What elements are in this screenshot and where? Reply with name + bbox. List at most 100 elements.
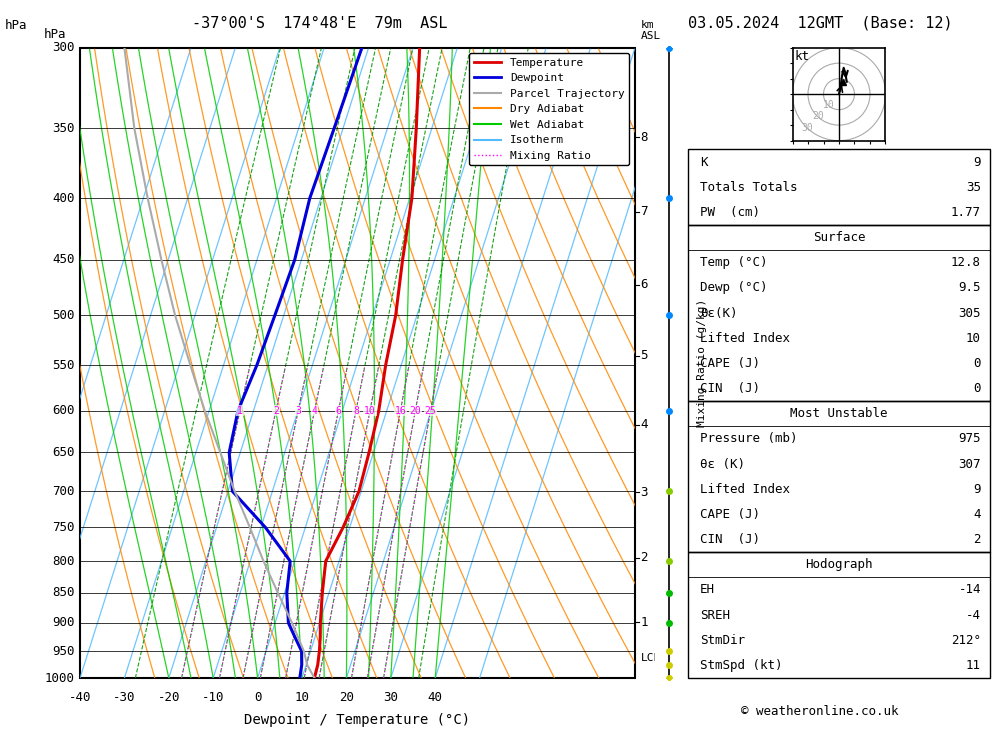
Text: StmSpd (kt): StmSpd (kt) [700,659,783,672]
Bar [688,150,990,225]
Text: K: K [700,155,708,169]
Text: 305: 305 [958,306,981,320]
Text: EH: EH [700,583,715,597]
Text: Pressure (mb): Pressure (mb) [700,432,798,446]
Text: SREH: SREH [700,608,730,622]
Text: CIN  (J): CIN (J) [700,382,760,395]
Text: 8: 8 [641,130,648,144]
Text: -30: -30 [113,690,136,704]
Text: 450: 450 [52,254,74,266]
Text: LCL: LCL [641,653,661,663]
Text: 1.77: 1.77 [951,206,981,219]
Text: -10: -10 [202,690,224,704]
Text: 1: 1 [237,405,243,416]
Text: -4: -4 [966,608,981,622]
Text: 20: 20 [410,405,421,416]
Text: 600: 600 [52,404,74,417]
Text: PW  (cm): PW (cm) [700,206,760,219]
Bar [688,401,990,552]
Text: 0: 0 [254,690,261,704]
Text: 2: 2 [273,405,279,416]
Text: 5: 5 [641,349,648,362]
Text: kt: kt [794,51,809,64]
Text: 11: 11 [966,659,981,672]
Text: Lifted Index: Lifted Index [700,332,790,345]
Text: 8: 8 [353,405,359,416]
Text: 9: 9 [973,155,981,169]
Text: CIN  (J): CIN (J) [700,533,760,546]
Text: -20: -20 [158,690,180,704]
Bar [688,552,990,678]
Text: 0: 0 [973,357,981,370]
Text: 300: 300 [52,41,74,54]
Text: 6: 6 [641,279,648,291]
Text: 40: 40 [428,690,443,704]
Text: 500: 500 [52,309,74,322]
Text: 700: 700 [52,485,74,498]
Text: 3: 3 [295,405,301,416]
Text: 350: 350 [52,122,74,135]
Text: -37°00'S  174°48'E  79m  ASL: -37°00'S 174°48'E 79m ASL [192,16,448,31]
Text: Hodograph: Hodograph [805,559,873,571]
Text: hPa: hPa [5,19,28,32]
Text: 20: 20 [339,690,354,704]
Text: 30: 30 [802,122,813,133]
Text: 20: 20 [812,111,824,122]
Text: Dewp (°C): Dewp (°C) [700,281,768,295]
Text: 1000: 1000 [44,671,74,685]
Text: 1: 1 [641,616,648,629]
Text: 550: 550 [52,358,74,372]
Text: 850: 850 [52,586,74,600]
Text: 16: 16 [395,405,406,416]
Text: 0: 0 [973,382,981,395]
Text: -14: -14 [958,583,981,597]
Legend: Temperature, Dewpoint, Parcel Trajectory, Dry Adiabat, Wet Adiabat, Isotherm, Mi: Temperature, Dewpoint, Parcel Trajectory… [469,54,629,166]
Text: 10: 10 [823,100,834,110]
Text: 4: 4 [312,405,318,416]
Text: 212°: 212° [951,634,981,647]
Text: 30: 30 [383,690,398,704]
Text: 9.5: 9.5 [958,281,981,295]
Text: Surface: Surface [813,231,865,244]
Bar [80,48,635,678]
Text: -40: -40 [69,690,91,704]
Text: 307: 307 [958,457,981,471]
Text: θε(K): θε(K) [700,306,738,320]
Text: 6: 6 [336,405,341,416]
Text: 10: 10 [294,690,310,704]
Text: 750: 750 [52,521,74,534]
Text: StmDir: StmDir [700,634,745,647]
Text: Dewpoint / Temperature (°C): Dewpoint / Temperature (°C) [244,712,471,726]
Text: © weatheronline.co.uk: © weatheronline.co.uk [741,705,899,718]
Text: Mixing Ratio (g/kg): Mixing Ratio (g/kg) [697,299,707,427]
Bar [688,225,990,401]
Text: 4: 4 [973,508,981,521]
Text: 975: 975 [958,432,981,446]
Text: km
ASL: km ASL [641,20,661,41]
Text: Most Unstable: Most Unstable [790,408,888,420]
Text: 03.05.2024  12GMT  (Base: 12): 03.05.2024 12GMT (Base: 12) [688,16,952,31]
Text: 25: 25 [425,405,436,416]
Text: Temp (°C): Temp (°C) [700,257,768,269]
Text: CAPE (J): CAPE (J) [700,357,760,370]
Text: 800: 800 [52,555,74,567]
Text: CAPE (J): CAPE (J) [700,508,760,521]
Text: Lifted Index: Lifted Index [700,483,790,496]
Text: 3: 3 [641,485,648,498]
Text: 10: 10 [364,405,376,416]
Text: 12.8: 12.8 [951,257,981,269]
Text: 650: 650 [52,446,74,459]
Text: Totals Totals: Totals Totals [700,180,798,194]
Text: 10: 10 [966,332,981,345]
Text: 2: 2 [641,551,648,564]
Text: 9: 9 [973,483,981,496]
Text: hPa: hPa [44,29,66,41]
Text: 900: 900 [52,616,74,630]
Text: θε (K): θε (K) [700,457,745,471]
Text: 35: 35 [966,180,981,194]
Text: 7: 7 [641,205,648,218]
Text: 4: 4 [641,419,648,431]
Text: 950: 950 [52,644,74,658]
Text: 400: 400 [52,192,74,205]
Text: 2: 2 [973,533,981,546]
